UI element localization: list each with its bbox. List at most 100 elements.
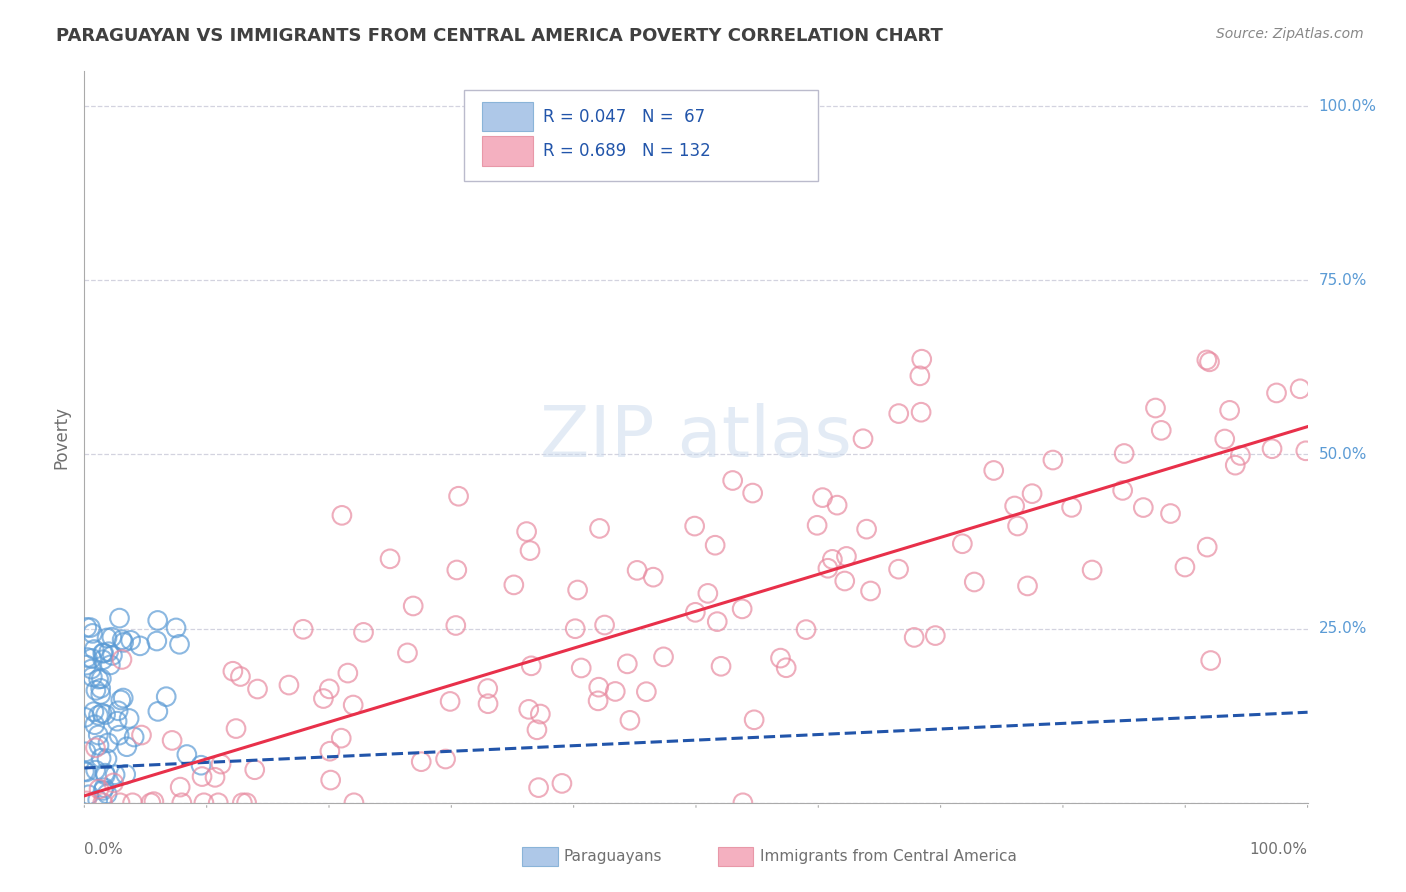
Point [811, 491, 834, 505]
Point [112, 691, 135, 706]
Point [111, 632, 134, 647]
Point [1199, 653, 1222, 667]
Point [721, 474, 744, 488]
Point [75, 745, 97, 759]
Point [586, 694, 609, 708]
Point [569, 661, 592, 675]
Point [402, 599, 425, 613]
Point [834, 574, 856, 588]
Text: 75.0%: 75.0% [1319, 273, 1367, 288]
Point [120, 633, 142, 648]
Point [908, 368, 931, 383]
Point [118, 711, 141, 725]
Point [551, 776, 574, 790]
Point [94, 707, 117, 722]
Point [588, 680, 610, 694]
Point [769, 651, 792, 665]
Point [76, 620, 98, 634]
Point [75, 794, 97, 808]
Text: PARAGUAYAN VS IMMIGRANTS FROM CENTRAL AMERICA POVERTY CORRELATION CHART: PARAGUAYAN VS IMMIGRANTS FROM CENTRAL AM… [56, 27, 943, 45]
Point [434, 752, 457, 766]
Point [1174, 560, 1197, 574]
Point [855, 522, 877, 536]
Point [97, 736, 120, 750]
Point [231, 796, 253, 810]
Point [1195, 353, 1218, 368]
Point [170, 796, 193, 810]
Point [439, 694, 461, 708]
Point [910, 405, 932, 419]
Point [605, 684, 627, 698]
Point [520, 658, 543, 673]
Point [1060, 500, 1083, 515]
Point [75, 764, 97, 779]
Point [139, 796, 162, 810]
Point [696, 586, 718, 600]
Point [96, 631, 118, 645]
Point [1197, 540, 1219, 554]
Point [411, 755, 433, 769]
Point [112, 635, 135, 649]
Point [1265, 386, 1288, 401]
Point [1229, 449, 1251, 463]
Point [741, 486, 763, 500]
Point [950, 537, 973, 551]
Point [706, 615, 728, 629]
Text: ZIP atlas: ZIP atlas [540, 402, 852, 472]
Point [96, 787, 118, 801]
FancyBboxPatch shape [522, 847, 558, 866]
Point [887, 407, 910, 421]
Point [683, 519, 706, 533]
Point [903, 631, 925, 645]
Point [983, 463, 1005, 477]
Point [155, 690, 177, 704]
Point [235, 796, 257, 810]
Point [98, 657, 121, 672]
Text: R = 0.689   N = 132: R = 0.689 N = 132 [543, 142, 711, 160]
Point [83, 642, 105, 657]
Text: Paraguayans: Paraguayans [564, 849, 662, 864]
Point [1021, 486, 1043, 500]
Point [821, 552, 844, 566]
Point [76, 658, 98, 673]
Point [225, 722, 247, 736]
Point [77, 788, 100, 802]
Point [852, 432, 875, 446]
FancyBboxPatch shape [464, 90, 818, 181]
Point [477, 697, 499, 711]
Point [243, 763, 266, 777]
Point [529, 706, 551, 721]
Point [1042, 453, 1064, 467]
Point [101, 648, 124, 663]
Point [115, 739, 138, 754]
Point [108, 728, 131, 742]
Point [1289, 382, 1312, 396]
Point [794, 623, 817, 637]
Point [1198, 355, 1220, 369]
Text: Source: ZipAtlas.com: Source: ZipAtlas.com [1216, 27, 1364, 41]
Point [114, 767, 136, 781]
Point [146, 614, 169, 628]
FancyBboxPatch shape [718, 847, 754, 866]
Point [169, 637, 191, 651]
Point [222, 665, 245, 679]
Point [447, 489, 470, 503]
Point [79, 621, 101, 635]
Point [643, 570, 665, 584]
Point [1295, 443, 1317, 458]
Point [108, 796, 131, 810]
Point [73, 764, 96, 779]
Point [82, 670, 104, 684]
Point [1144, 401, 1167, 415]
Point [209, 757, 232, 772]
Point [516, 524, 538, 539]
Point [330, 731, 353, 746]
Point [336, 666, 359, 681]
Point [93, 780, 115, 795]
Point [160, 733, 183, 747]
Point [90, 681, 112, 696]
Point [1225, 458, 1247, 472]
Point [76, 650, 98, 665]
Point [312, 691, 335, 706]
Point [191, 770, 214, 784]
